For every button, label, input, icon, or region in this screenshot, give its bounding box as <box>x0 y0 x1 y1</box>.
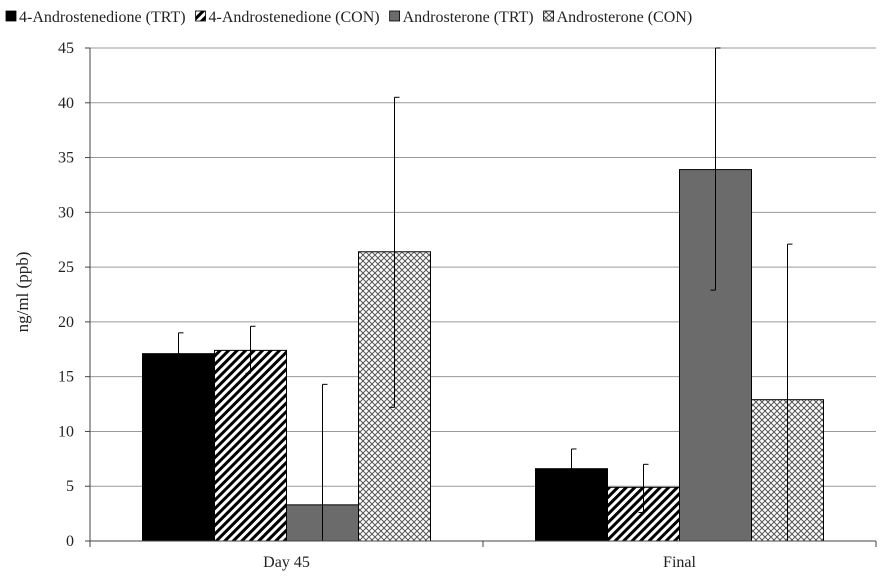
bars <box>142 169 824 542</box>
legend-swatch <box>195 10 206 22</box>
legend-swatch <box>543 10 555 22</box>
y-tick-label: 25 <box>58 259 74 276</box>
y-tick-label: 10 <box>58 423 74 440</box>
error-bars <box>173 47 793 541</box>
y-tick-label: 30 <box>58 204 74 221</box>
y-axis-label: ng/ml (ppb) <box>13 252 32 333</box>
bar-1-0 <box>214 349 287 542</box>
y-tick-label: 45 <box>58 40 74 57</box>
axes: 0 5 10 15 20 25 30 35 40 45 Day 45 Final <box>58 40 877 571</box>
legend-label: 4-Androstenedione (CON) <box>209 9 380 26</box>
y-tick-label: 35 <box>58 150 74 167</box>
legend-label: Androsterone (TRT) <box>403 9 534 26</box>
bar-0-0 <box>142 353 215 542</box>
y-tick-label: 0 <box>66 533 74 550</box>
y-tick-label: 5 <box>66 478 74 495</box>
legend-label: Androsterone (CON) <box>557 9 693 26</box>
legend-label: 4-Androstenedione (TRT) <box>19 9 186 26</box>
y-tick-label: 15 <box>58 369 74 386</box>
y-tick-label: 20 <box>58 314 74 331</box>
legend-swatch <box>389 10 401 22</box>
legend: 4-Androstenedione (TRT) 4-Androstenedione… <box>5 9 693 26</box>
y-tick-label: 40 <box>58 95 74 112</box>
x-tick-label: Final <box>663 554 696 571</box>
legend-swatch <box>5 10 17 22</box>
x-tick-label: Day 45 <box>263 554 310 571</box>
